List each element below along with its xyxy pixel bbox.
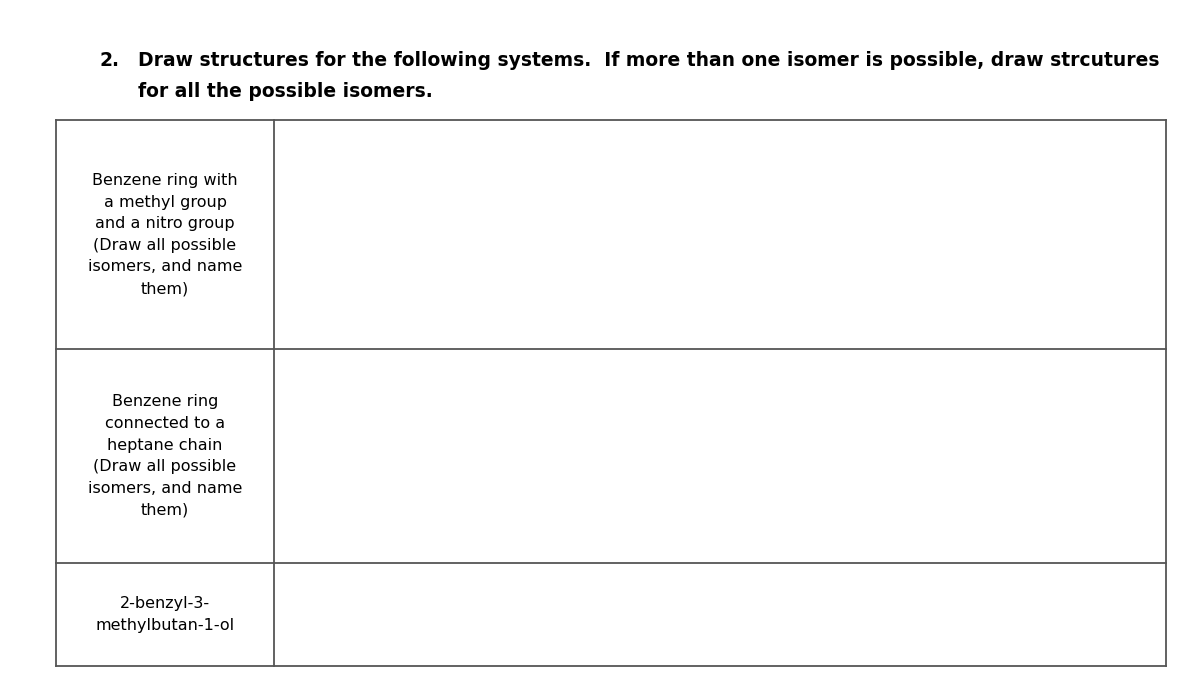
Text: for all the possible isomers.: for all the possible isomers.: [138, 82, 433, 101]
Text: Benzene ring
connected to a
heptane chain
(Draw all possible
isomers, and name
t: Benzene ring connected to a heptane chai…: [88, 394, 242, 518]
Text: Benzene ring with
a methyl group
and a nitro group
(Draw all possible
isomers, a: Benzene ring with a methyl group and a n…: [88, 173, 242, 296]
Text: 2.: 2.: [100, 51, 120, 70]
Text: Draw structures for the following systems.  If more than one isomer is possible,: Draw structures for the following system…: [138, 51, 1159, 70]
Text: 2-benzyl-3-
methylbutan-1-ol: 2-benzyl-3- methylbutan-1-ol: [96, 596, 234, 633]
